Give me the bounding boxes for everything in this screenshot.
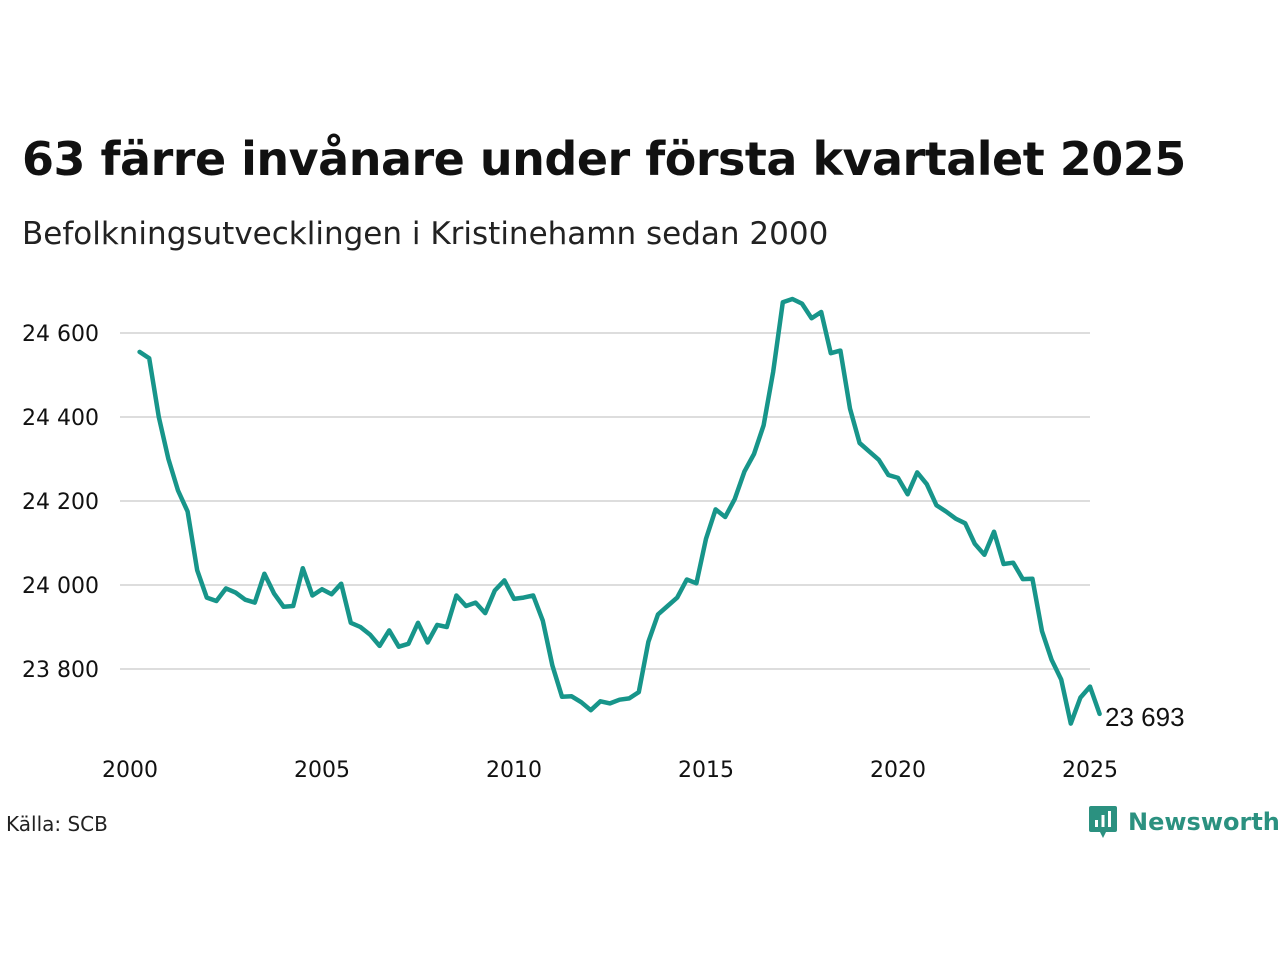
source-note: Källa: SCB [6,812,108,836]
y-tick-label: 24 400 [22,406,99,431]
x-tick-label: 2020 [870,758,926,783]
series-line [137,296,1102,726]
x-tick-label: 2010 [486,758,542,783]
end-value-label: 23 693 [1105,702,1185,732]
brand-name: Newsworthy [1128,808,1280,836]
x-tick-label: 2025 [1062,758,1118,783]
grid-lines [120,332,1090,670]
chart-subtitle: Befolkningsutvecklingen i Kristinehamn s… [22,216,829,252]
y-tick-label: 23 800 [22,658,99,683]
y-tick-label: 24 000 [22,574,99,599]
y-tick-label: 24 200 [22,490,99,515]
newsworthy-logo-icon [1089,806,1117,838]
chart-title: 63 färre invånare under första kvartalet… [22,132,1186,186]
end-label-layer: 23 693 [1105,702,1185,732]
x-tick-label: 2000 [102,758,158,783]
brand-logo: Newsworthy [1088,804,1280,840]
y-axis-tick-labels: 23 800 24 000 24 200 24 400 24 600 [22,322,99,683]
x-axis-tick-labels: 2000 2005 2010 2015 2020 2025 [102,758,1118,783]
series-layer [137,296,1102,726]
x-tick-label: 2005 [294,758,350,783]
x-tick-label: 2015 [678,758,734,783]
y-tick-label: 24 600 [22,322,99,347]
